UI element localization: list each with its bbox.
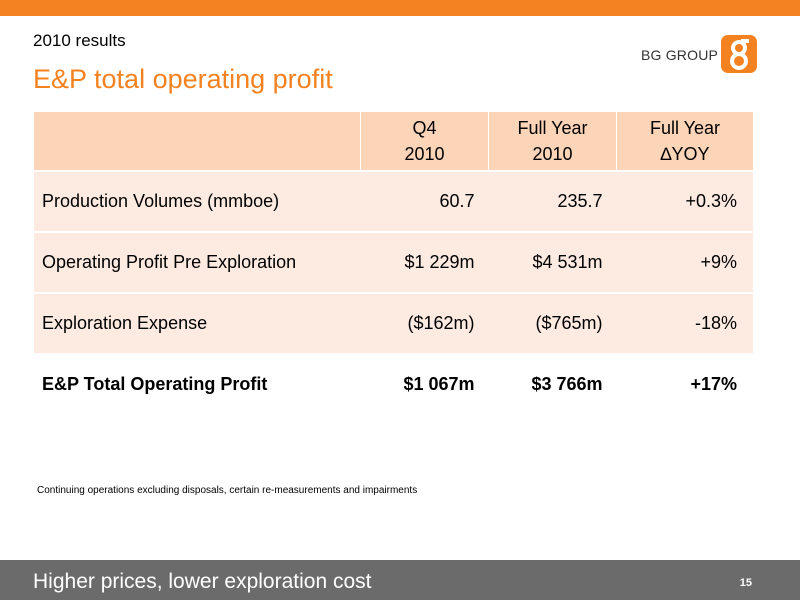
row-fy-value: $4 531m [532, 252, 603, 272]
row-fy-value: 235.7 [557, 191, 603, 211]
row-label: Production Volumes (mmboe) [42, 191, 280, 211]
header-fy-line1: Full Year [517, 118, 588, 138]
slide-subtitle: 2010 results [33, 31, 126, 50]
header-yoy-line2: ∆YOY [660, 144, 710, 164]
header-q4-line2: 2010 [404, 144, 445, 164]
footer-tagline: Higher prices, lower exploration cost [33, 570, 372, 593]
table-row: Operating Profit Pre Exploration $1 229m… [34, 233, 753, 292]
bg-group-logo-icon [721, 35, 757, 73]
row-q4-value: 60.7 [439, 191, 475, 211]
row-q4-value: ($162m) [407, 313, 475, 333]
table-row-total: E&P Total Operating Profit $1 067m $3 76… [34, 355, 753, 414]
slide-title: E&P total operating profit [33, 64, 333, 94]
table-header-row: Q4 2010 Full Year 2010 Full Year ∆YOY [34, 112, 753, 170]
table-row: Production Volumes (mmboe) 60.7 235.7 +0… [34, 172, 753, 231]
row-yoy-value: +0.3% [685, 191, 737, 211]
row-label: Operating Profit Pre Exploration [42, 252, 297, 272]
results-table: Q4 2010 Full Year 2010 Full Year ∆YOY Pr… [34, 112, 753, 414]
table-row: Exploration Expense ($162m) ($765m) -18% [34, 294, 753, 353]
row-q4-value: $1 229m [404, 252, 475, 272]
header-full-year-yoy: Full Year ∆YOY [616, 112, 753, 170]
footnote: Continuing operations excluding disposal… [37, 485, 418, 496]
header-label-cell [34, 112, 361, 170]
top-accent-bar [0, 0, 800, 16]
header-q4-line1: Q4 [412, 118, 437, 138]
header-fy-line2: 2010 [532, 144, 573, 164]
row-label: Exploration Expense [42, 313, 208, 333]
header-full-year-2010: Full Year 2010 [488, 112, 617, 170]
row-label: E&P Total Operating Profit [42, 374, 268, 394]
row-fy-value: $3 766m [531, 374, 603, 394]
logo-text: BG GROUP [641, 47, 719, 63]
header-q4-2010: Q4 2010 [360, 112, 489, 170]
row-q4-value: $1 067m [403, 374, 475, 394]
row-fy-value: ($765m) [535, 313, 603, 333]
footer-bar: Higher prices, lower exploration cost 15 [0, 560, 800, 600]
row-yoy-value: -18% [694, 313, 737, 333]
header-yoy-line1: Full Year [649, 118, 721, 138]
page-number: 15 [739, 577, 752, 589]
row-yoy-value: +17% [690, 374, 737, 394]
row-yoy-value: +9% [700, 252, 737, 272]
